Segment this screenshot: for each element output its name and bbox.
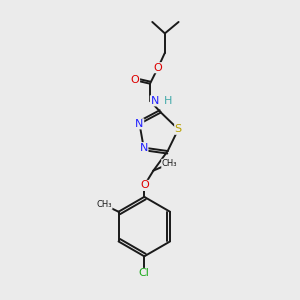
Text: CH₃: CH₃ bbox=[162, 159, 177, 168]
Text: H: H bbox=[164, 96, 172, 106]
Text: O: O bbox=[131, 75, 140, 85]
Text: CH₃: CH₃ bbox=[97, 200, 112, 209]
Text: N: N bbox=[140, 143, 148, 153]
Text: S: S bbox=[175, 124, 182, 134]
Text: N: N bbox=[150, 96, 159, 106]
Text: O: O bbox=[140, 180, 149, 190]
Text: Cl: Cl bbox=[139, 268, 150, 278]
Text: N: N bbox=[135, 119, 144, 129]
Text: O: O bbox=[154, 63, 162, 73]
